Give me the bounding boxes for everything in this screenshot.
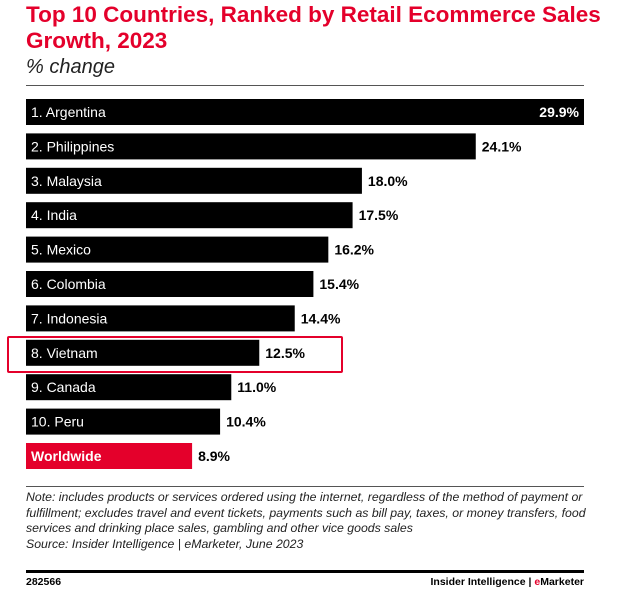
bar [26,339,260,366]
chart-id: 282566 [26,576,62,588]
value-label: 18.0% [368,173,408,189]
category-label: 4. India [31,207,77,223]
value-label: 12.5% [265,345,305,361]
category-label: Worldwide [31,448,102,464]
category-label: 2. Philippines [31,138,114,154]
bar [26,133,476,160]
category-label: 8. Vietnam [31,345,98,361]
brand-part2: e [534,576,541,588]
brand-part3: Marketer [540,576,584,588]
category-label: 5. Mexico [31,242,91,258]
note-divider [26,486,584,487]
value-label: 14.4% [301,310,341,326]
bar [26,99,584,125]
category-label: 6. Colombia [31,276,106,292]
chart-note: Note: includes products or services orde… [26,490,586,552]
value-label: 24.1% [482,138,522,154]
bar [26,305,295,332]
category-label: 7. Indonesia [31,310,107,326]
chart-subtitle: % change [26,56,115,78]
note-text: Note: includes products or services orde… [26,490,586,535]
bar [26,202,353,229]
bar [26,443,193,469]
brand-logo: Insider Intelligence | eMarketer [430,576,584,588]
value-label: 16.2% [334,242,374,258]
value-label: 10.4% [226,414,266,430]
value-label: 15.4% [319,276,359,292]
value-label: 29.9% [539,104,579,120]
top-divider [26,85,584,86]
brand-part1: Insider Intelligence | [430,576,535,588]
bar [26,271,314,297]
footer-divider [26,570,584,573]
bar [26,374,232,401]
category-label: 10. Peru [31,414,84,430]
chart-title: Top 10 Countries, Ranked by Retail Ecomm… [26,2,601,53]
source-text: Source: Insider Intelligence | eMarketer… [26,536,304,551]
category-label: 9. Canada [31,379,96,395]
value-label: 8.9% [198,448,230,464]
highlight-box [7,336,343,373]
bar-chart: 1. Argentina 29.9% 2. Philippines 24.1% 3. M… [26,99,584,469]
bar [26,167,362,194]
category-label: 1. Argentina [31,104,106,120]
value-label: 17.5% [359,207,399,223]
category-label: 3. Malaysia [31,173,102,189]
bar [26,236,329,263]
value-label: 11.0% [237,379,276,395]
bar [26,408,221,435]
